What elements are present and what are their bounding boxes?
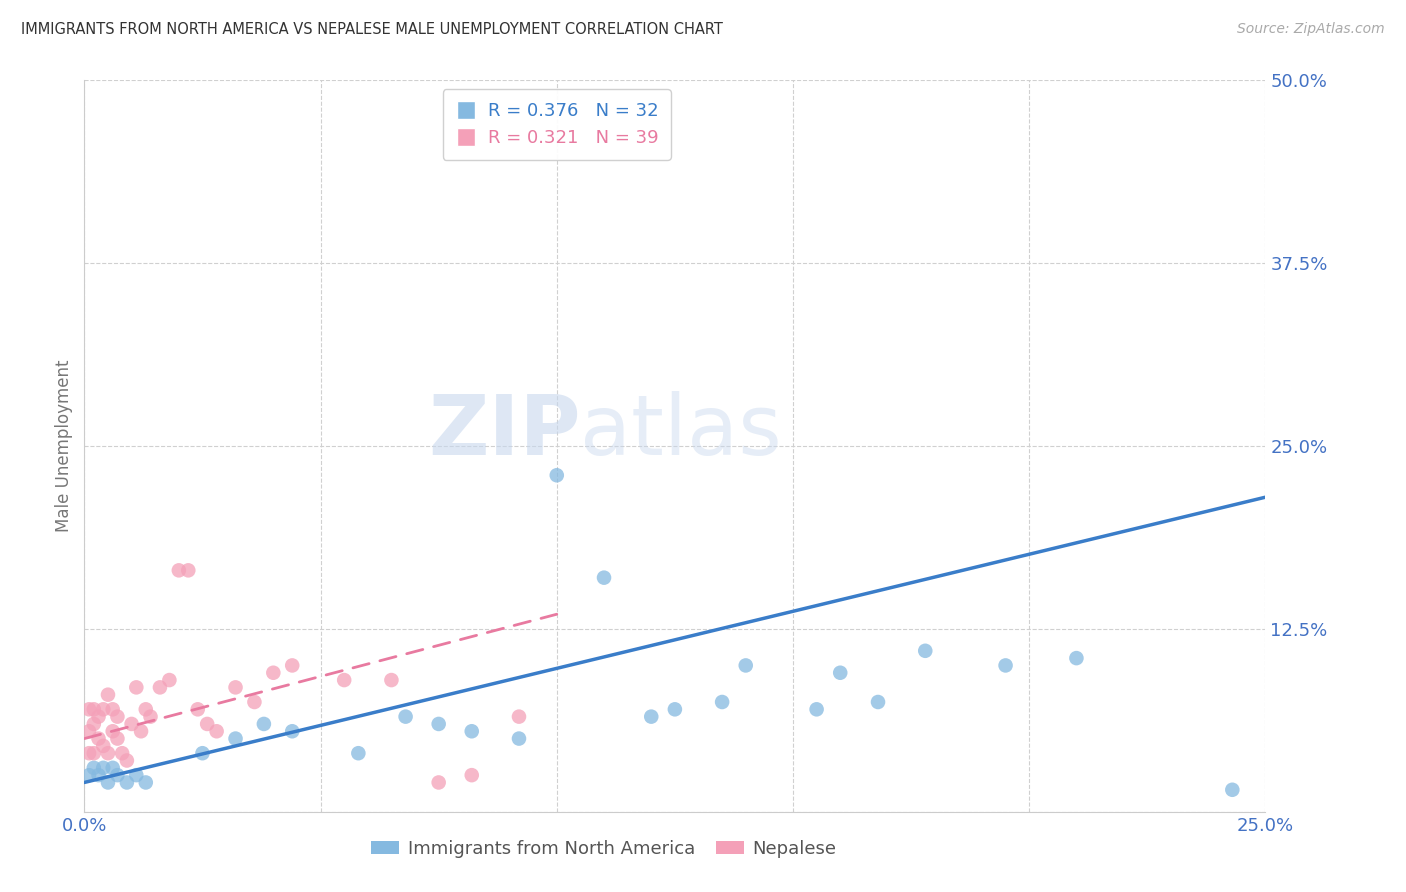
Point (135, 702, 157, 716)
Point (866, 695, 889, 709)
Point (91, 739, 114, 753)
Point (97, 746, 120, 760)
Y-axis label: Male Unemployment: Male Unemployment (55, 359, 73, 533)
Point (593, 571, 616, 585)
Point (135, 775, 157, 789)
Point (427, 717, 450, 731)
Point (91, 761, 114, 775)
Point (177, 563, 200, 577)
Point (640, 709, 662, 723)
Text: atlas: atlas (581, 391, 782, 472)
Point (101, 761, 124, 775)
Point (107, 768, 129, 782)
Point (427, 775, 450, 789)
Point (115, 754, 138, 768)
Point (115, 775, 138, 789)
Point (91, 702, 114, 716)
Text: ZIP: ZIP (427, 391, 581, 472)
Point (129, 724, 152, 739)
Point (347, 746, 370, 760)
Point (711, 695, 734, 709)
Point (83, 761, 105, 775)
Legend: Immigrants from North America, Nepalese: Immigrants from North America, Nepalese (364, 832, 844, 865)
Point (461, 768, 484, 782)
Point (225, 731, 247, 746)
Point (77, 724, 100, 739)
Point (83, 717, 105, 731)
Point (107, 709, 129, 723)
Point (225, 681, 247, 695)
Point (664, 702, 686, 716)
Point (125, 768, 148, 782)
Point (167, 563, 190, 577)
Point (101, 702, 124, 716)
Point (149, 681, 172, 695)
Point (191, 746, 214, 760)
Point (111, 746, 134, 760)
Point (734, 658, 756, 673)
Point (394, 709, 416, 723)
Point (262, 665, 284, 680)
Point (83, 702, 105, 716)
Point (1220, 782, 1243, 797)
Point (77, 746, 100, 760)
Point (461, 724, 484, 739)
Point (333, 673, 356, 687)
Point (195, 717, 218, 731)
Point (97, 688, 120, 702)
Point (380, 673, 402, 687)
Point (77, 768, 100, 782)
Point (281, 724, 304, 739)
Point (914, 644, 936, 658)
Point (187, 702, 209, 716)
Point (101, 724, 124, 739)
Point (508, 709, 530, 723)
Point (87, 709, 110, 723)
Point (83, 746, 105, 760)
Point (205, 724, 228, 739)
Point (806, 702, 828, 716)
Point (97, 775, 120, 789)
Point (546, 468, 568, 483)
Text: IMMIGRANTS FROM NORTH AMERICA VS NEPALESE MALE UNEMPLOYMENT CORRELATION CHART: IMMIGRANTS FROM NORTH AMERICA VS NEPALES… (21, 22, 723, 37)
Point (1066, 651, 1088, 665)
Text: Source: ZipAtlas.com: Source: ZipAtlas.com (1237, 22, 1385, 37)
Point (157, 673, 180, 687)
Point (139, 709, 162, 723)
Point (508, 731, 530, 746)
Point (243, 695, 266, 709)
Point (830, 665, 852, 680)
Point (87, 731, 110, 746)
Point (121, 717, 143, 731)
Point (77, 702, 100, 716)
Point (281, 658, 304, 673)
Point (107, 731, 129, 746)
Point (125, 681, 148, 695)
Point (87, 768, 110, 782)
Point (994, 658, 1017, 673)
Point (253, 717, 276, 731)
